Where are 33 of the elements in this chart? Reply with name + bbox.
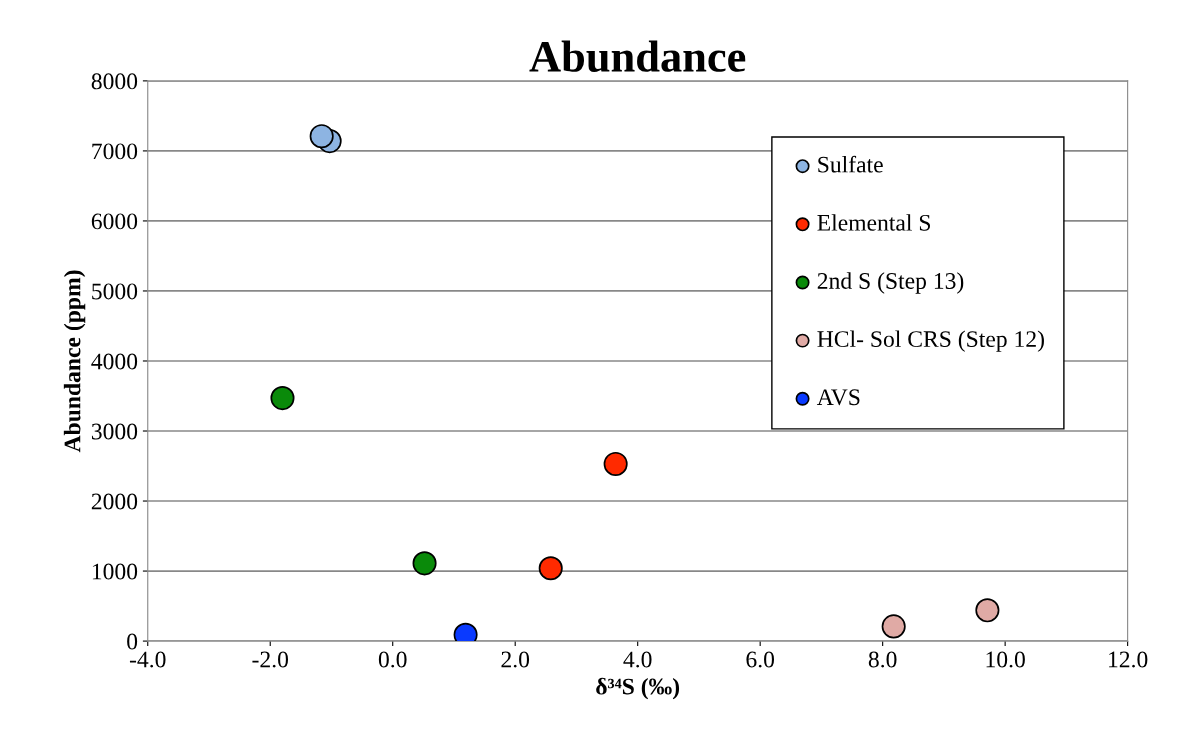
- y-tick-label: 8000: [91, 73, 138, 90]
- point: [309, 124, 334, 149]
- x-tick-label: 10.0: [986, 651, 1025, 668]
- legend-label: Sulfate: [818, 155, 883, 173]
- point: [538, 556, 563, 581]
- y-tick-label: 0: [127, 633, 138, 650]
- x-tick-label: 2.0: [501, 651, 530, 668]
- x-tick-label: -2.0: [252, 651, 289, 668]
- point: [881, 614, 906, 639]
- point: [603, 451, 628, 476]
- y-tick-label: 2000: [91, 493, 138, 510]
- x-tick-label: -4.0: [129, 651, 166, 668]
- y-tick-label: 5000: [92, 283, 138, 300]
- legend-label: AVS: [816, 389, 860, 406]
- y-tick-label: 4000: [91, 353, 138, 370]
- x-tick-label: 6.0: [746, 651, 775, 668]
- y-tick-label: 1000: [92, 563, 138, 580]
- point: [412, 551, 437, 576]
- y-axis-title: Abundance (ppm): [63, 270, 86, 453]
- legend-label: 2nd S (Step 13): [817, 272, 964, 294]
- y-tick-label: 7000: [92, 143, 138, 160]
- y-tick-label: 6000: [91, 213, 138, 230]
- point: [270, 386, 295, 411]
- x-tick-label: 4.0: [623, 651, 652, 668]
- x-tick-label: 12.0: [1109, 651, 1148, 668]
- point: [975, 598, 1000, 623]
- x-axis-title: δ³⁴S (‰): [596, 677, 680, 700]
- x-tick-label: 8.0: [868, 651, 897, 668]
- y-tick-label: 3000: [91, 423, 138, 440]
- legend-label: HCl- Sol CRS (Step 12): [817, 330, 1044, 352]
- chart-title: Abundance: [529, 40, 746, 72]
- legend-label: Elemental S: [817, 214, 931, 231]
- x-tick-label: 0.0: [378, 651, 407, 668]
